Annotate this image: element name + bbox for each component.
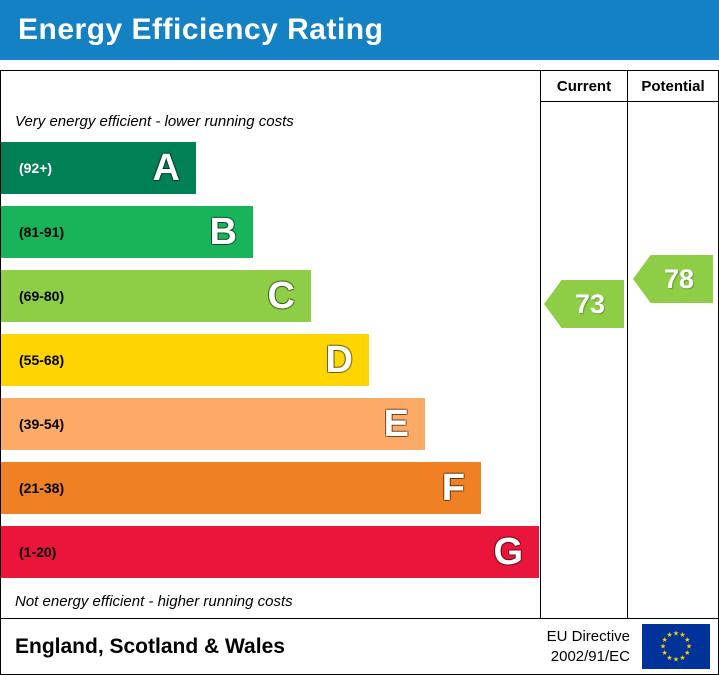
band-letter: D [325,339,353,381]
svg-text:★: ★ [673,630,679,638]
band-letter: F [441,467,465,509]
bottom-note: Not energy efficient - higher running co… [15,593,293,610]
current-rating-arrow: 73 [544,280,624,328]
band-bar-d: (55-68) D [1,334,369,386]
svg-text:★: ★ [686,643,692,651]
band-letter: A [152,147,180,189]
eu-flag-icon: ★ ★★★★★★★★★★★ [642,624,710,669]
svg-text:★: ★ [666,631,672,639]
svg-text:★: ★ [684,636,690,644]
svg-text:★: ★ [662,636,668,644]
region-label: England, Scotland & Wales [15,634,285,658]
current-rating-value: 73 [574,288,606,319]
band-letter: C [267,275,295,317]
svg-text:★: ★ [684,649,690,657]
band-bar-g: (1-20) G [1,526,539,578]
svg-text:★: ★ [679,631,685,639]
potential-column: 78 [627,102,718,618]
svg-text:★: ★ [679,654,685,662]
band-range-label: (92+) [19,160,53,176]
svg-text:★: ★ [662,649,668,657]
band-letter: B [209,211,237,253]
rating-table: Current Potential Very energy efficient … [0,70,719,675]
column-header-potential: Potential [627,71,718,102]
page-title: Energy Efficiency Rating [18,13,384,46]
band-range-label: (69-80) [19,288,65,304]
current-column: 73 [540,102,627,618]
header-spacer [1,71,540,102]
chart-area: Very energy efficient - lower running co… [1,102,540,618]
column-header-current: Current [540,71,627,102]
band-bar-e: (39-54) E [1,398,425,450]
band-letter: G [493,531,523,573]
band-range-label: (81-91) [19,224,65,240]
band-bar-f: (21-38) F [1,462,481,514]
band-letter: E [383,403,409,445]
svg-text:★: ★ [666,654,672,662]
band-range-label: (39-54) [19,416,65,432]
potential-rating-value: 78 [663,263,695,294]
top-note: Very energy efficient - lower running co… [15,113,294,130]
footer: England, Scotland & Wales EU Directive 2… [1,618,718,674]
band-bar-c: (69-80) C [1,270,311,322]
title-bar: Energy Efficiency Rating [0,0,719,60]
svg-text:★: ★ [673,656,679,664]
eu-directive-line1: EU Directive [546,628,630,645]
band-bar-b: (81-91) B [1,206,253,258]
band-range-label: (55-68) [19,352,65,368]
band-bar-a: (92+) A [1,142,196,194]
svg-text:★: ★ [660,643,666,651]
band-range-label: (1-20) [19,544,57,560]
band-range-label: (21-38) [19,480,65,496]
potential-rating-arrow: 78 [633,255,713,303]
eu-directive-label: EU Directive 2002/91/EC [547,627,630,666]
bands: (92+) A (81-91) B (69-80) C (55-68) D (39-54) E (2… [1,142,540,578]
eu-directive-line2: 2002/91/EC [550,647,630,665]
